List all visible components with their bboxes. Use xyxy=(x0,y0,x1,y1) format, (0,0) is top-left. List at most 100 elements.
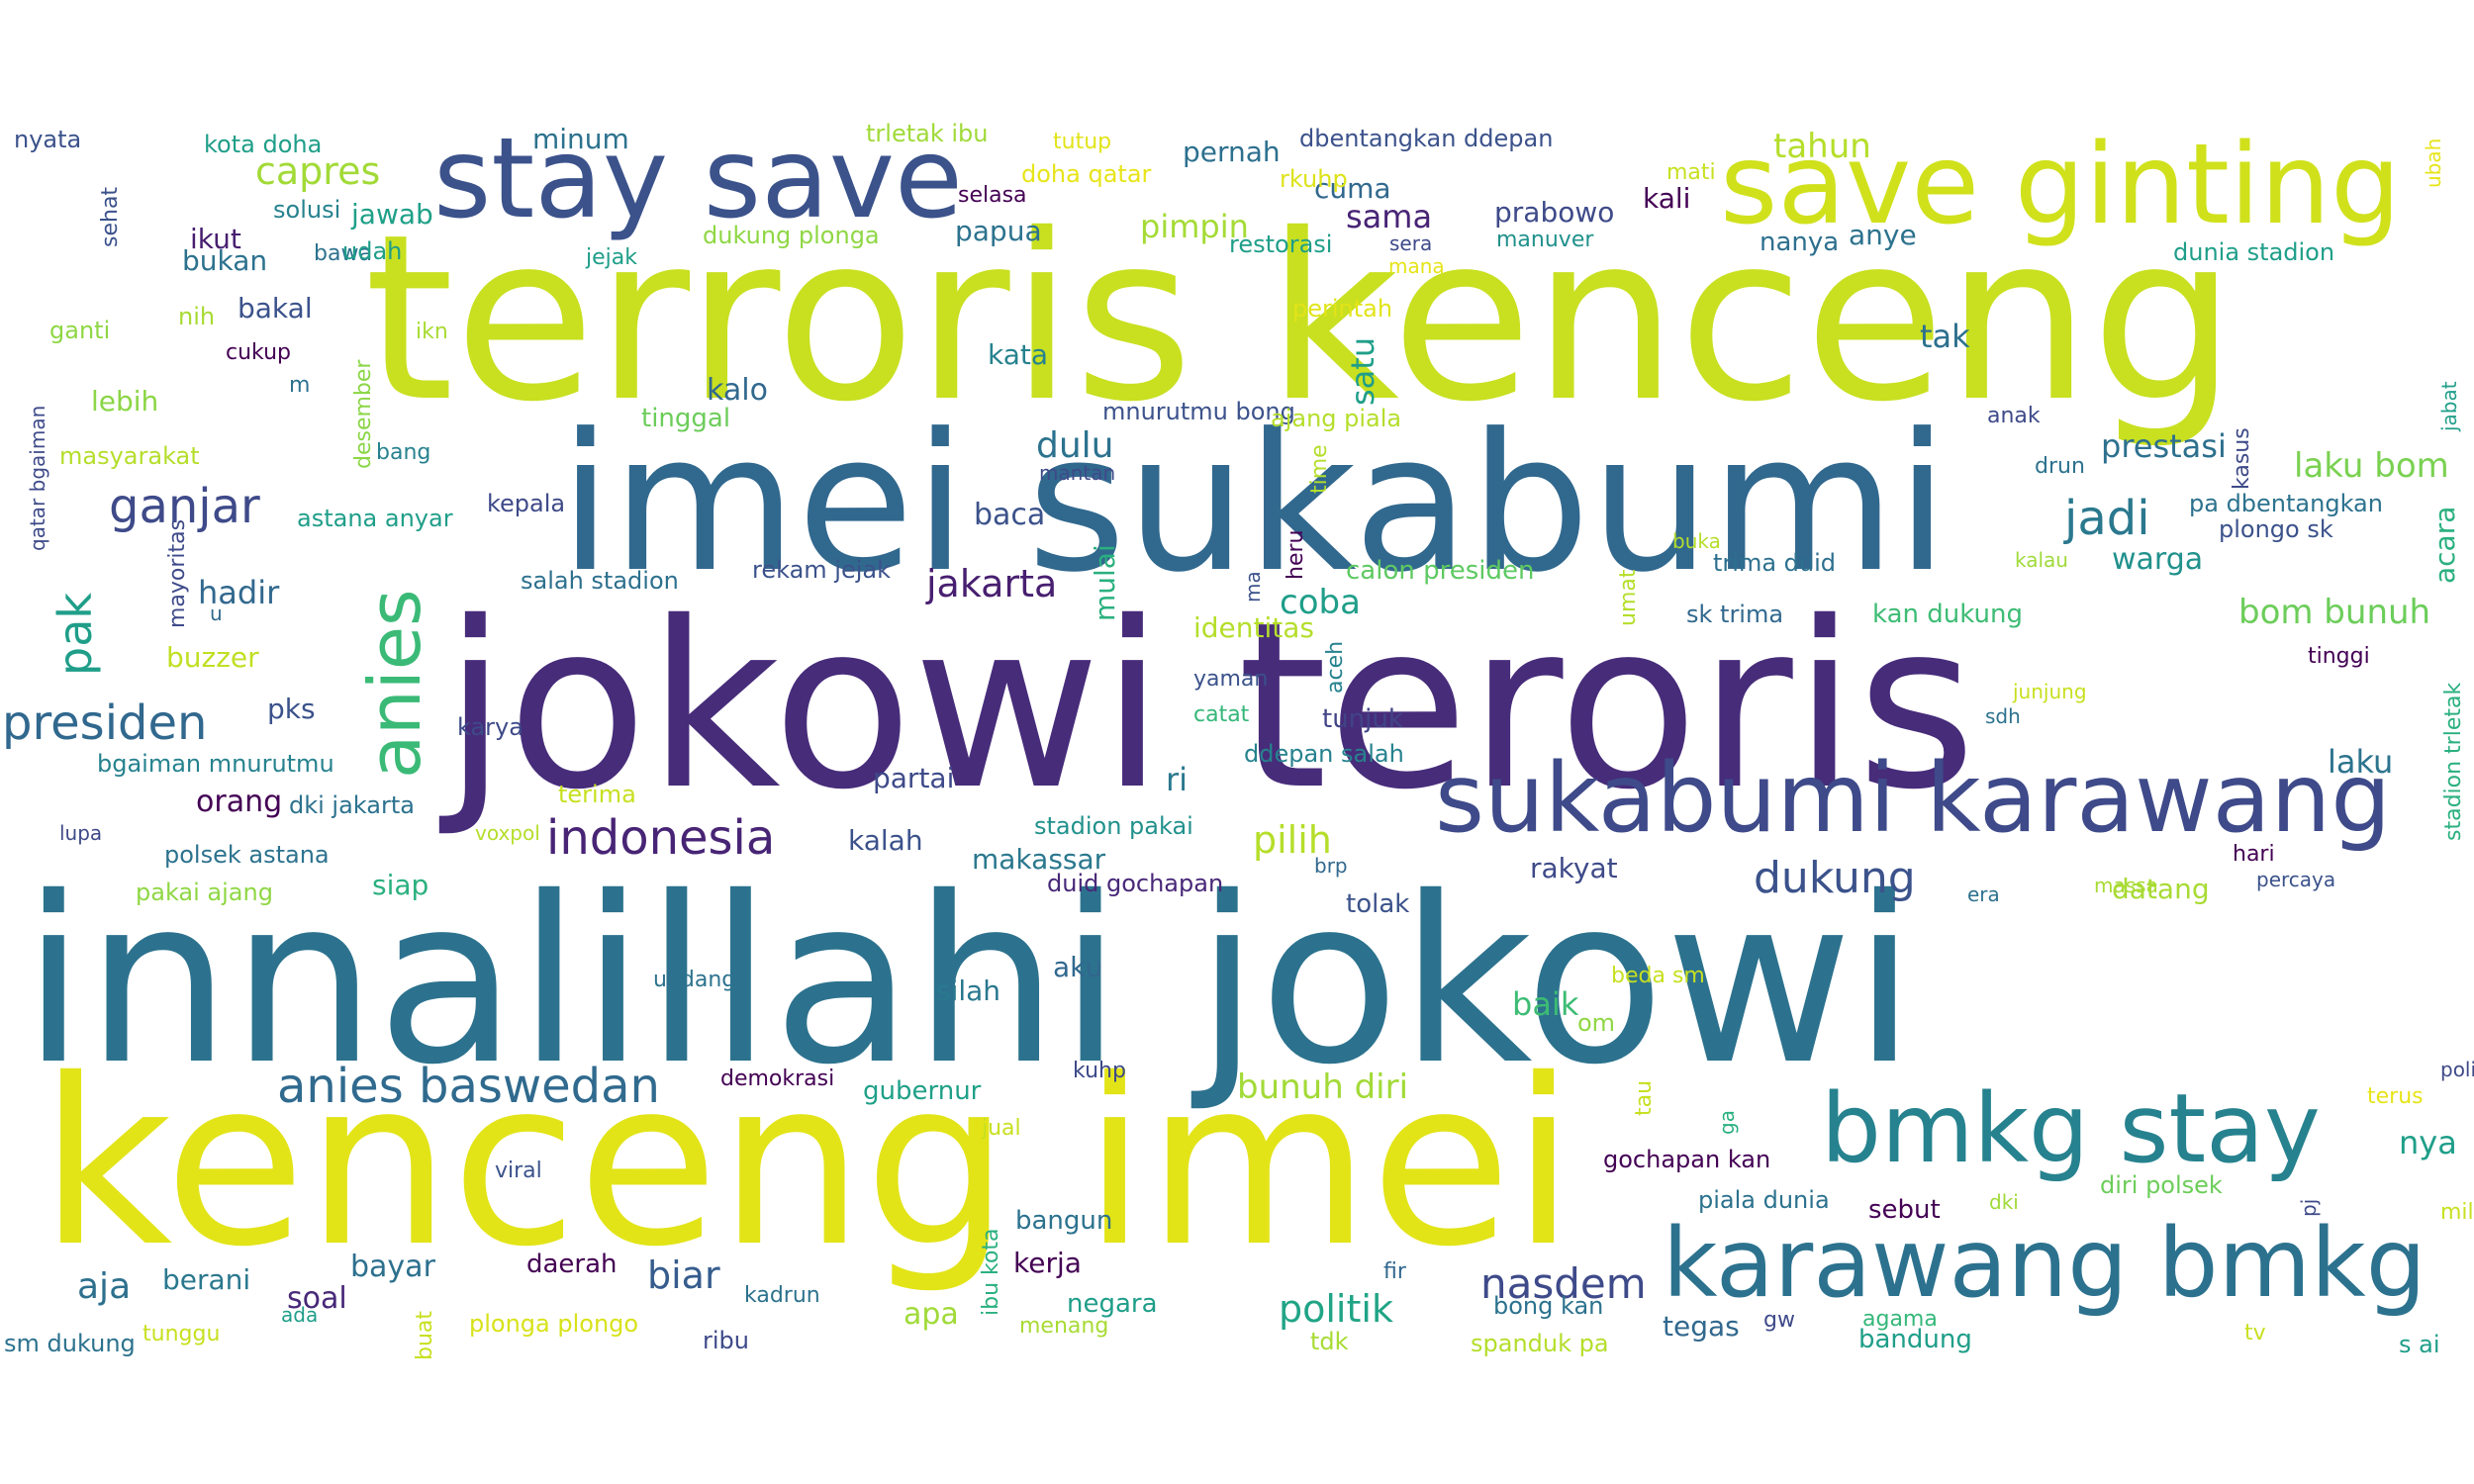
word-aku: aku xyxy=(1053,951,1102,983)
word-jadi: jadi xyxy=(2063,491,2150,546)
word-tau: tau xyxy=(1632,1080,1657,1116)
word-massa: massa xyxy=(2094,874,2158,897)
word-mayoritas: mayoritas xyxy=(165,519,190,628)
word-anies: anies xyxy=(353,589,436,779)
word-jakarta: jakarta xyxy=(925,562,1057,605)
word-voxpol: voxpol xyxy=(475,821,540,845)
word-apa: apa xyxy=(904,1297,959,1332)
word-bakal: bakal xyxy=(238,292,313,325)
word-tahun: tahun xyxy=(1773,127,1871,166)
word-negara: negara xyxy=(1067,1289,1158,1319)
word-ma: ma xyxy=(1241,571,1265,603)
word-manuver: manuver xyxy=(1496,228,1594,252)
word-u: u xyxy=(210,602,223,625)
word-imei-sukabumi: imei sukabumi xyxy=(559,394,1949,614)
word-silah: silah xyxy=(936,974,1000,1007)
word-bmkg-stay: bmkg stay xyxy=(1821,1073,2321,1184)
word-kepala: kepala xyxy=(487,490,565,517)
word-terroris-kenceng: terroris kenceng xyxy=(364,185,2236,452)
word-bong-kan: bong kan xyxy=(1493,1292,1603,1320)
word-jawab: jawab xyxy=(350,198,433,231)
word-beda-sm: beda sm xyxy=(1611,964,1705,988)
word-orang: orang xyxy=(196,785,282,819)
word-pakai-ajang: pakai ajang xyxy=(136,879,273,906)
word-sukabumi-karawang: sukabumi karawang xyxy=(1435,743,2391,854)
word-sehat: sehat xyxy=(98,187,123,247)
word-baik: baik xyxy=(1512,985,1579,1023)
word-tdk: tdk xyxy=(1310,1328,1349,1355)
word-anye: anye xyxy=(1849,219,1917,251)
word-innalillahi-jokowi: innalillahi jokowi xyxy=(22,848,1917,1115)
word-catat: catat xyxy=(1193,702,1250,727)
word-pimpin: pimpin xyxy=(1140,208,1249,245)
word-stadion-trletak: stadion trletak xyxy=(2441,683,2466,841)
word-jual: jual xyxy=(981,1116,1021,1141)
word-plongo-sk: plongo sk xyxy=(2219,515,2333,543)
word-doha-qatar: doha qatar xyxy=(1021,160,1152,188)
word-mana: mana xyxy=(1388,254,1445,278)
word-soal: soal xyxy=(287,1281,347,1316)
word-jabat: jabat xyxy=(2437,381,2461,432)
word-sm-dukung: sm dukung xyxy=(4,1330,136,1357)
word-laku: laku xyxy=(2328,743,2393,781)
word-selasa: selasa xyxy=(958,183,1027,208)
word-umat: umat xyxy=(1616,569,1641,626)
word-nanya: nanya xyxy=(1760,228,1839,257)
word-drun: drun xyxy=(2035,454,2085,479)
word-berani: berani xyxy=(162,1263,250,1296)
word-baca: baca xyxy=(974,498,1045,532)
word-terima: terima xyxy=(558,781,636,808)
word-kalah: kalah xyxy=(848,824,923,857)
word-indonesia: indonesia xyxy=(546,810,775,866)
word-pak: pak xyxy=(48,593,102,676)
word-mulai: mulai xyxy=(1089,544,1121,621)
word-kan-dukung: kan dukung xyxy=(1872,600,2023,629)
word-tolak: tolak xyxy=(1346,889,1409,919)
word-duid-gochapan: duid gochapan xyxy=(1047,870,1223,897)
word-nih: nih xyxy=(178,303,215,330)
word-kota-doha: kota doha xyxy=(204,131,322,158)
word-mati: mati xyxy=(1666,160,1716,185)
word-ibu-kota: ibu kota xyxy=(979,1228,1003,1316)
word-rekam-jejak: rekam jejak xyxy=(752,556,891,584)
word-tinggal: tinggal xyxy=(641,404,730,433)
word-qatar-bgaiman: qatar bgaiman xyxy=(26,406,49,551)
word-sebut: sebut xyxy=(1868,1195,1941,1225)
word-nasdem: nasdem xyxy=(1480,1259,1647,1308)
word-lebih: lebih xyxy=(91,385,158,417)
word-pernah: pernah xyxy=(1183,136,1281,168)
word-hari: hari xyxy=(2233,842,2275,867)
word-astana-anyar: astana anyar xyxy=(297,505,453,532)
word-anak: anak xyxy=(1987,404,2041,428)
word-kali: kali xyxy=(1643,182,1690,215)
word-ddepan-salah: ddepan salah xyxy=(1244,740,1404,768)
word-ganti: ganti xyxy=(49,317,110,344)
word-desember: desember xyxy=(351,359,376,469)
word-presiden: presiden xyxy=(2,696,207,751)
word-masyarakat: masyarakat xyxy=(59,442,200,470)
word-bgaiman-mnurutmu: bgaiman mnurutmu xyxy=(97,750,334,778)
word-ri: ri xyxy=(1166,761,1188,798)
word-time: time xyxy=(1307,444,1332,494)
word-brp: brp xyxy=(1314,854,1348,878)
word-milik: milik xyxy=(2440,1200,2474,1225)
word-kuhp: kuhp xyxy=(1073,1059,1126,1083)
word-partai: partai xyxy=(873,762,954,794)
word-piala-dunia: piala dunia xyxy=(1698,1186,1830,1214)
word-spanduk-pa: spanduk pa xyxy=(1471,1330,1609,1357)
word-bom-bunuh: bom bunuh xyxy=(2238,593,2430,632)
word-kenceng-imei: kenceng imei xyxy=(40,1030,1575,1297)
word-bayar: bayar xyxy=(350,1250,436,1284)
word-agama: agama xyxy=(1862,1307,1938,1332)
word-karya: karya xyxy=(457,713,523,741)
word-prabowo: prabowo xyxy=(1494,196,1614,229)
word-viral: viral xyxy=(495,1159,542,1183)
word-tinggi: tinggi xyxy=(2308,644,2370,669)
word-mnurutmu-bong: mnurutmu bong xyxy=(1102,398,1295,425)
word-cuma: cuma xyxy=(1314,172,1391,205)
word-dbentangkan-ddepan: dbentangkan ddepan xyxy=(1299,125,1553,152)
word-coba: coba xyxy=(1280,583,1361,622)
word-tunggu: tunggu xyxy=(143,1322,220,1346)
word-terus: terus xyxy=(2367,1084,2424,1109)
word-buzzer: buzzer xyxy=(166,641,259,674)
